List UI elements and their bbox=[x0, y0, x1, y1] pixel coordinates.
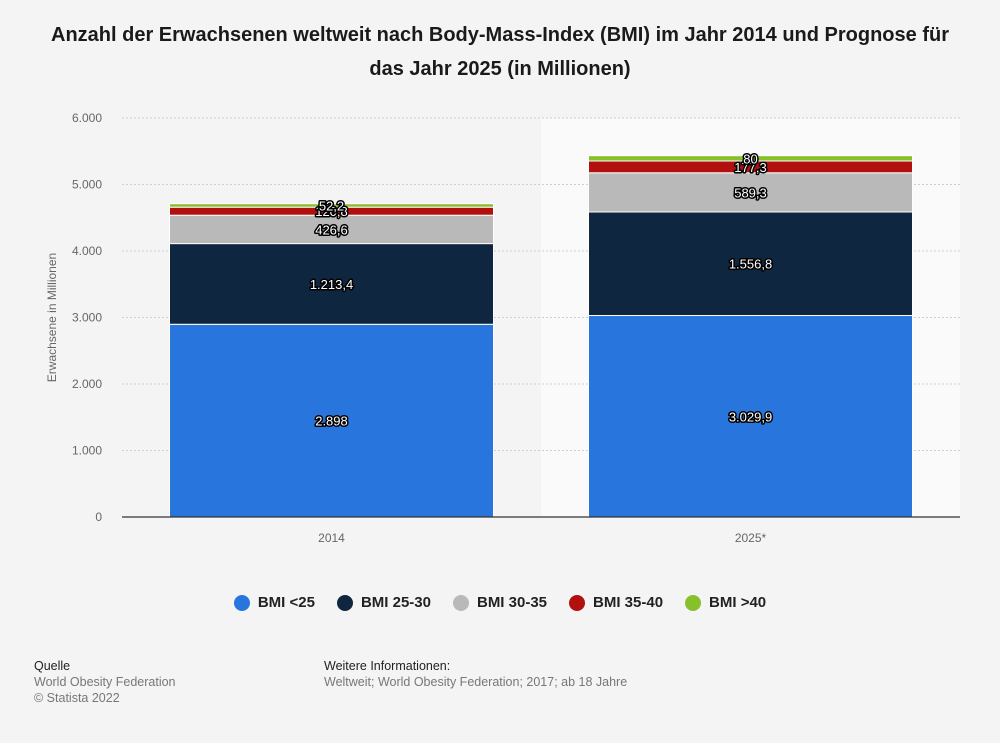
info-text: Weltweit; World Obesity Federation; 2017… bbox=[324, 675, 628, 689]
legend-label: BMI 35-40 bbox=[593, 594, 664, 611]
info-block: Weitere Informationen: Weltweit; World O… bbox=[324, 658, 627, 690]
y-tick-label: 2.000 bbox=[72, 377, 102, 391]
data-label: 177,3 bbox=[734, 160, 767, 175]
source-block: Quelle World Obesity Federation © Statis… bbox=[34, 658, 176, 706]
bar-segment[interactable] bbox=[169, 214, 494, 245]
y-tick-label: 1.000 bbox=[72, 444, 102, 458]
source-link[interactable]: World Obesity Federation bbox=[34, 675, 176, 689]
legend-swatch bbox=[233, 594, 250, 611]
data-label: 1.556,8 bbox=[729, 257, 772, 272]
bar-segment[interactable] bbox=[169, 203, 494, 208]
data-label: 589,3 bbox=[734, 185, 767, 200]
legend-swatch bbox=[336, 594, 353, 611]
legend-item-bmi-35-40[interactable]: BMI 35-40 bbox=[569, 594, 663, 611]
bar-segment[interactable] bbox=[169, 243, 494, 325]
bar-segment[interactable] bbox=[588, 211, 913, 317]
y-tick-label: 4.000 bbox=[72, 244, 102, 258]
legend-swatch bbox=[452, 594, 469, 611]
x-tick-label: 2025* bbox=[735, 531, 767, 545]
legend-label: BMI >40 bbox=[709, 594, 767, 611]
legend-label: BMI <25 bbox=[257, 594, 315, 611]
legend: BMI <25 BMI 25-30 BMI 30-35 BMI 35-40 BM… bbox=[0, 594, 1000, 611]
source-label: Quelle bbox=[34, 659, 71, 673]
data-label: 3.029,9 bbox=[729, 409, 772, 424]
data-label: 2.898 bbox=[315, 414, 348, 429]
data-label: 426,6 bbox=[315, 222, 348, 237]
y-tick-label: 3.000 bbox=[72, 311, 102, 325]
legend-label: BMI 30-35 bbox=[476, 594, 548, 611]
legend-item-bmi-30-35[interactable]: BMI 30-35 bbox=[452, 594, 548, 611]
data-label: 1.213,4 bbox=[310, 277, 353, 292]
x-tick-label: 2014 bbox=[318, 531, 345, 545]
legend-swatch bbox=[685, 594, 702, 611]
legend-label: BMI 25-30 bbox=[360, 594, 431, 611]
chart-title: Anzahl der Erwachsenen weltweit nach Bod… bbox=[51, 24, 949, 80]
y-tick-label: 5.000 bbox=[72, 178, 102, 192]
data-label: 52,2 bbox=[319, 198, 344, 213]
y-tick-label: 6.000 bbox=[72, 111, 102, 125]
legend-item-bmi-25-30[interactable]: BMI 25-30 bbox=[336, 594, 431, 611]
bar-segment[interactable] bbox=[588, 315, 913, 518]
bar-segment[interactable] bbox=[169, 323, 494, 518]
legend-swatch bbox=[569, 594, 586, 611]
stacked-bar-chart: 0 1.000 2.000 3.000 4.000 5.000 6.000 Erwachsen… bbox=[45, 111, 960, 545]
legend-item-bmi-under-25[interactable]: BMI <25 bbox=[233, 594, 315, 611]
y-axis-title: Erwachsene in Millionen bbox=[45, 253, 59, 382]
bar-segment[interactable] bbox=[588, 172, 913, 213]
data-label: 80 bbox=[743, 151, 757, 166]
legend-item-bmi-over-40[interactable]: BMI >40 bbox=[685, 594, 766, 611]
data-label: 120,8 bbox=[315, 204, 348, 219]
info-label[interactable]: Weitere Informationen: bbox=[324, 659, 451, 673]
y-tick-label: 0 bbox=[95, 510, 102, 524]
bar-segment[interactable] bbox=[588, 155, 913, 162]
copyright: © Statista 2022 bbox=[34, 691, 120, 705]
